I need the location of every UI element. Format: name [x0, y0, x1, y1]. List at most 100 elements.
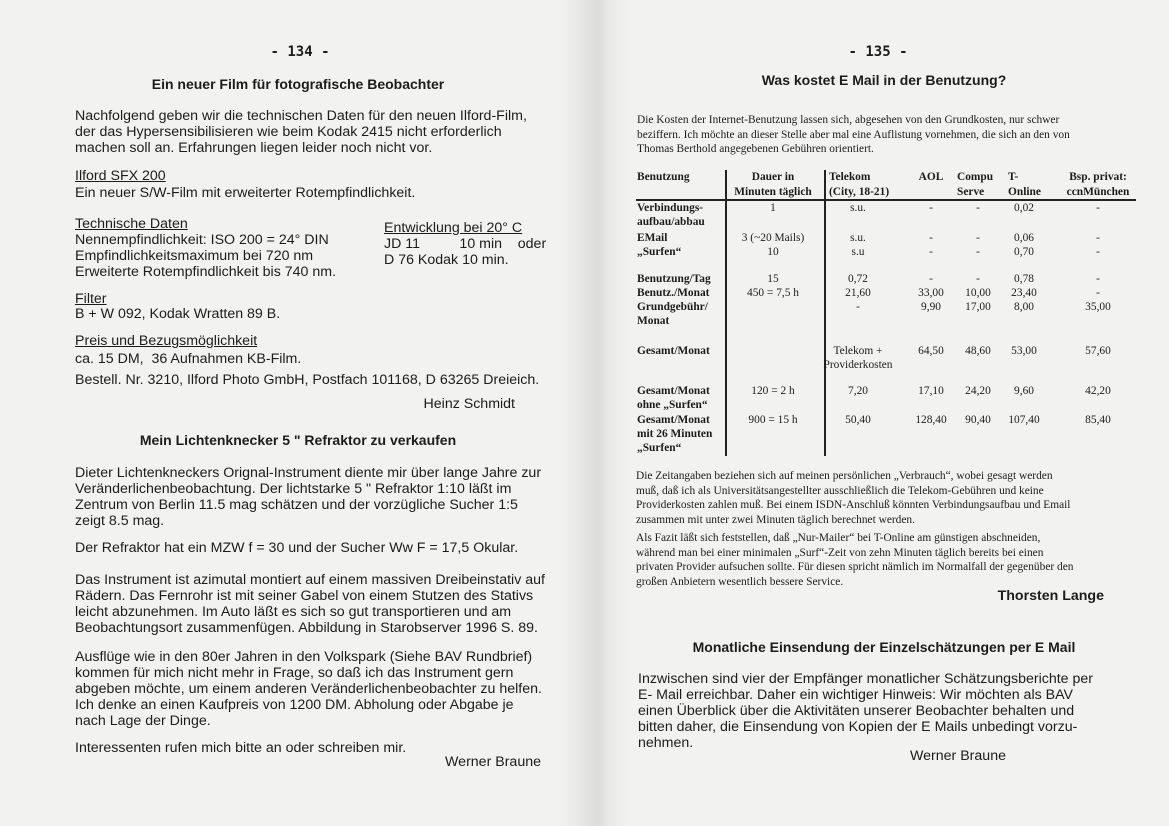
table-cell: - — [1096, 202, 1100, 214]
table-cell: 1 — [770, 202, 776, 214]
table-divider — [824, 170, 826, 456]
table-cell: 85,40 — [1085, 414, 1111, 426]
text-line: kommen für mich nicht mehr in Frage, so … — [75, 665, 514, 681]
table-cell: 3 (~20 Mails) — [741, 232, 805, 244]
table-cell: 33,00 — [918, 287, 944, 299]
table-cell: 15 — [767, 273, 779, 285]
development-heading: Entwicklung bei 20° C — [384, 220, 523, 236]
table-header: Online — [1008, 186, 1041, 198]
table-cell: 128,40 — [915, 414, 947, 426]
table-cell: 64,50 — [918, 345, 944, 357]
text-line: D 76 Kodak 10 min. — [384, 252, 509, 268]
table-cell: 23,40 — [1011, 287, 1037, 299]
text-line: Rädern. Das Fernrohr ist mit seiner Gabe… — [75, 588, 534, 604]
author-werner-braune-right: Werner Braune — [910, 748, 1006, 764]
author-werner-braune-left: Werner Braune — [445, 754, 541, 770]
author-thorsten-lange: Thorsten Lange — [997, 588, 1104, 604]
table-cell: 0,06 — [1014, 232, 1034, 244]
table-cell: - — [1096, 287, 1100, 299]
table-cell: 450 = 7,5 h — [747, 287, 799, 299]
text-line: nehmen. — [638, 735, 694, 751]
text-line: großen Anbietern wesentlich bessere Serv… — [636, 575, 844, 588]
row-label: Gesamt/Monat — [637, 345, 710, 357]
text-line: zeigt 8.5 mag. — [75, 513, 165, 529]
table-cell: - — [856, 301, 860, 313]
table-cell: 42,20 — [1085, 385, 1111, 397]
table-note: Die Zeitangaben beziehen sich auf meinen… — [636, 469, 1070, 527]
text-line: Veränderlichenbeobachtung. Der lichtstar… — [75, 481, 512, 497]
film-intro: Nachfolgend geben wir die technischen Da… — [75, 108, 527, 156]
table-cell: 90,40 — [965, 414, 991, 426]
table-cell: - — [1096, 273, 1100, 285]
refractor-p3: Das Instrument ist azimutal montiert auf… — [75, 572, 545, 636]
table-cell: - — [976, 232, 980, 244]
table-cell: 10,00 — [965, 287, 991, 299]
table-cell: - — [1096, 246, 1100, 258]
table-header: Dauer in — [751, 171, 795, 183]
table-header: Serve — [957, 186, 985, 198]
table-header-rule — [636, 199, 1136, 201]
conclusion: Als Fazit läßt sich feststellen, daß „Nu… — [636, 531, 1073, 589]
table-header: Telekom — [829, 171, 871, 183]
row-label: Benutzung/Tag — [637, 273, 711, 285]
table-cell: 17,00 — [965, 301, 991, 313]
table-header: Compu — [957, 171, 994, 183]
table-cell: 24,20 — [965, 385, 991, 397]
table-header: T- — [1008, 171, 1019, 183]
row-label: Gesamt/Monat — [637, 414, 710, 426]
table-cell: 48,60 — [965, 345, 991, 357]
text-line: Das Instrument ist azimutal montiert auf… — [75, 572, 545, 588]
row-label: „Surfen“ — [637, 442, 682, 454]
row-label: Grundgebühr/ — [637, 301, 708, 313]
article-title-refractor: Mein Lichtenknecker 5 " Refraktor zu ver… — [139, 432, 457, 448]
table-cell: - — [976, 246, 980, 258]
table-cell: 57,60 — [1085, 345, 1111, 357]
article-title-email-cost: Was kostet E Mail in der Benutzung? — [761, 72, 1007, 88]
text-line: E- Mail erreichbar. Daher ein wichtiger … — [638, 687, 1073, 703]
text-line: Die Zeitangaben beziehen sich auf meinen… — [636, 470, 1053, 482]
text-line: Erweiterte Rotempfindlichkeit bis 740 nm… — [75, 264, 337, 280]
table-cell: 0,72 — [848, 273, 868, 285]
text-line: zusammen mit unter zwei Minuten täglich … — [636, 513, 915, 526]
table-cell: 107,40 — [1008, 414, 1040, 426]
table-cell: - — [929, 246, 933, 258]
text-line: bitten daher, die Einsendung von Kopien … — [638, 719, 1078, 735]
filter-text: B + W 092, Kodak Wratten 89 B. — [75, 306, 281, 322]
text-line: abgeben möchte, um einem anderen Verände… — [75, 681, 542, 697]
table-cell: Telekom + Providerkosten — [823, 345, 893, 371]
row-label: Gesamt/Monat — [637, 385, 710, 397]
text-line: Providerkosten zahlen muß. Bei einem ISD… — [636, 499, 1071, 511]
tech-data: Nennempfindlichkeit: ISO 200 = 24° DIN Em… — [75, 232, 336, 280]
text-line: Nennempfindlichkeit: ISO 200 = 24° DIN — [75, 232, 329, 248]
table-cell: 50,40 — [845, 414, 871, 426]
row-label: „Surfen“ — [637, 246, 682, 258]
table-cell: 21,60 — [845, 287, 871, 299]
table-cell: - — [929, 202, 933, 214]
table-cell: 17,10 — [918, 385, 944, 397]
table-cell: 35,00 — [1085, 301, 1111, 313]
table-cell: 900 = 15 h — [748, 414, 798, 426]
text-line: Ich denke an einen Kaufpreis von 1200 DM… — [75, 697, 514, 713]
text-line: muß, daß ich als Universitätsangestellte… — [636, 484, 1044, 497]
text-line: nach Lage der Dinge. — [75, 713, 211, 729]
table-cell: - — [1096, 232, 1100, 244]
table-header: Benutzung — [637, 171, 690, 183]
table-cell: 0,70 — [1014, 246, 1034, 258]
author-heinz-schmidt: Heinz Schmidt — [423, 396, 515, 412]
text-line: ca. 15 DM, 36 Aufnahmen KB-Film. — [75, 351, 302, 367]
table-cell: s.u. — [850, 232, 866, 244]
refractor-p5: Interessenten rufen mich bitte an oder s… — [75, 740, 406, 756]
table-cell: 0,02 — [1014, 202, 1034, 214]
development-data: JD 11 10 min oder D 76 Kodak 10 min. — [384, 236, 546, 268]
text-line: Interessenten rufen mich bitte an oder s… — [75, 740, 407, 756]
table-cell: 9,60 — [1014, 385, 1034, 397]
text-line: Bestell. Nr. 3210, Ilford Photo GmbH, Po… — [75, 372, 540, 388]
text-line: Der Refraktor hat ein MZW f = 30 und der… — [75, 540, 519, 556]
text-line: Die Kosten der Internet-Benutzung lassen… — [637, 114, 1060, 126]
text-line: während man bei einer minimalen „Surf“-Z… — [636, 546, 1044, 559]
text-line: Thomas Berthold angegebenen Gebühren ori… — [637, 143, 874, 155]
table-cell: 9,90 — [921, 301, 941, 313]
monthly-submission-text: Inzwischen sind vier der Empfänger monat… — [638, 671, 1093, 751]
table-cell: - — [976, 202, 980, 214]
refractor-p1: Dieter Lichtenkneckers Orignal-Instrumen… — [75, 465, 541, 529]
